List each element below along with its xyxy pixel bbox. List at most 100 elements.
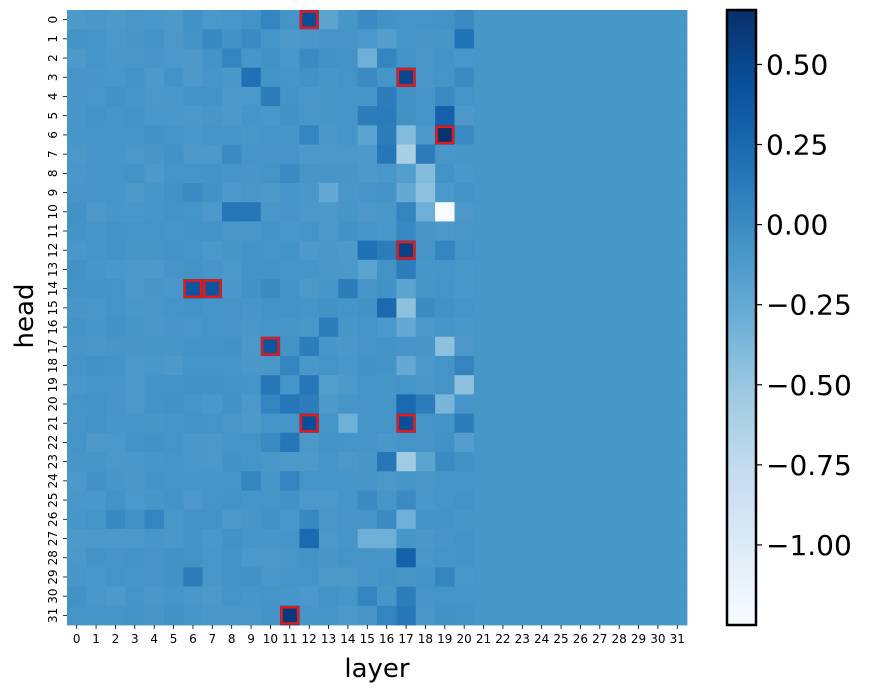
heatmap-cell (415, 471, 436, 491)
heatmap-cell (260, 375, 281, 395)
heatmap-cell (512, 221, 533, 242)
heatmap-cell (473, 490, 494, 511)
heatmap-cell (222, 605, 242, 626)
heatmap-cell (144, 202, 165, 222)
heatmap-cell (280, 375, 300, 395)
heatmap-cell (105, 548, 126, 568)
heatmap-cell (551, 259, 572, 280)
heatmap-cell (67, 490, 87, 511)
heatmap-cell (338, 29, 359, 49)
heatmap-cell (125, 10, 145, 30)
heatmap-cell (628, 182, 649, 203)
heatmap-cell (280, 182, 300, 203)
heatmap-cell (396, 163, 417, 184)
heatmap-cell (628, 163, 649, 184)
highlight-box (183, 279, 203, 299)
heatmap-cell (105, 106, 126, 126)
colorbar-tick-label: −1.00 (766, 529, 852, 562)
heatmap-cell (415, 163, 436, 184)
heatmap-cell (86, 432, 107, 453)
heatmap-cell (377, 586, 397, 607)
heatmap-cell (570, 509, 591, 530)
heatmap-cell (551, 509, 572, 530)
heatmap-cell (67, 605, 87, 626)
heatmap-cell (551, 432, 572, 453)
heatmap-cell (125, 298, 145, 318)
heatmap-cell (241, 106, 262, 126)
heatmap-cell (86, 86, 107, 107)
heatmap-cell (338, 548, 359, 568)
heatmap-cell (570, 452, 591, 472)
heatmap-cell (532, 452, 552, 472)
heatmap-cell (299, 106, 320, 126)
heatmap-cell (435, 471, 455, 491)
heatmap-cell (609, 279, 630, 299)
heatmap-cell (396, 298, 417, 318)
heatmap-cell (241, 67, 262, 88)
heatmap-cell (318, 336, 339, 357)
heatmap-cell (454, 432, 475, 453)
heatmap-cell (415, 586, 436, 607)
heatmap-cell (512, 29, 533, 49)
heatmap-cell (377, 67, 397, 88)
heatmap-cell (493, 528, 514, 549)
heatmap-cell (532, 605, 552, 626)
heatmap-cell (163, 375, 184, 395)
heatmap-cell (493, 163, 514, 184)
y-tick-label: 14 (46, 281, 60, 296)
heatmap-cell (125, 221, 145, 242)
heatmap-cell (260, 355, 281, 376)
heatmap-cell (628, 567, 649, 587)
heatmap-cell (202, 528, 223, 549)
heatmap-cell (415, 144, 436, 165)
heatmap-cell (202, 548, 223, 568)
heatmap-cell (396, 336, 417, 357)
heatmap-cell (125, 202, 145, 222)
heatmap-cell (280, 509, 300, 530)
heatmap-cell (338, 298, 359, 318)
heatmap-cell (144, 221, 165, 242)
heatmap-cell (551, 548, 572, 568)
heatmap-cell (532, 279, 552, 299)
y-tick-label: 24 (46, 473, 60, 488)
heatmap-cell (241, 355, 262, 376)
heatmap-cell (299, 452, 320, 472)
heatmap-cell (241, 317, 262, 338)
heatmap-cell (590, 452, 610, 472)
heatmap-cell (105, 317, 126, 338)
heatmap-cell (125, 586, 145, 607)
y-tick-label: 10 (46, 204, 60, 219)
heatmap-cell (299, 67, 320, 88)
heatmap-cell (667, 490, 688, 511)
heatmap-cell (628, 10, 649, 30)
heatmap-cell (222, 67, 242, 88)
heatmap-cell (415, 509, 436, 530)
heatmap-cell (125, 413, 145, 434)
heatmap-cell (260, 125, 281, 145)
heatmap-cell (318, 605, 339, 626)
heatmap-cell (435, 336, 455, 357)
heatmap-cell (241, 471, 262, 491)
heatmap-cell (532, 548, 552, 568)
heatmap-cell (357, 86, 378, 107)
heatmap-cell (105, 509, 126, 530)
heatmap-cell (183, 202, 204, 222)
heatmap-cell (125, 317, 145, 338)
heatmap-cell (493, 586, 514, 607)
heatmap-cell (648, 67, 669, 88)
heatmap-cell (454, 259, 475, 280)
heatmap-cell (280, 528, 300, 549)
heatmap-cell (125, 605, 145, 626)
x-tick-label: 6 (189, 632, 197, 646)
heatmap-cell (551, 221, 572, 242)
heatmap-cell (357, 452, 378, 472)
heatmap-cell (202, 221, 223, 242)
heatmap-cell (299, 317, 320, 338)
y-tick-label: 8 (46, 170, 60, 178)
heatmap-cell (667, 106, 688, 126)
heatmap-cell (590, 259, 610, 280)
heatmap-cell (86, 163, 107, 184)
heatmap-cell (86, 452, 107, 472)
heatmap-cell (144, 471, 165, 491)
heatmap-cell (105, 259, 126, 280)
